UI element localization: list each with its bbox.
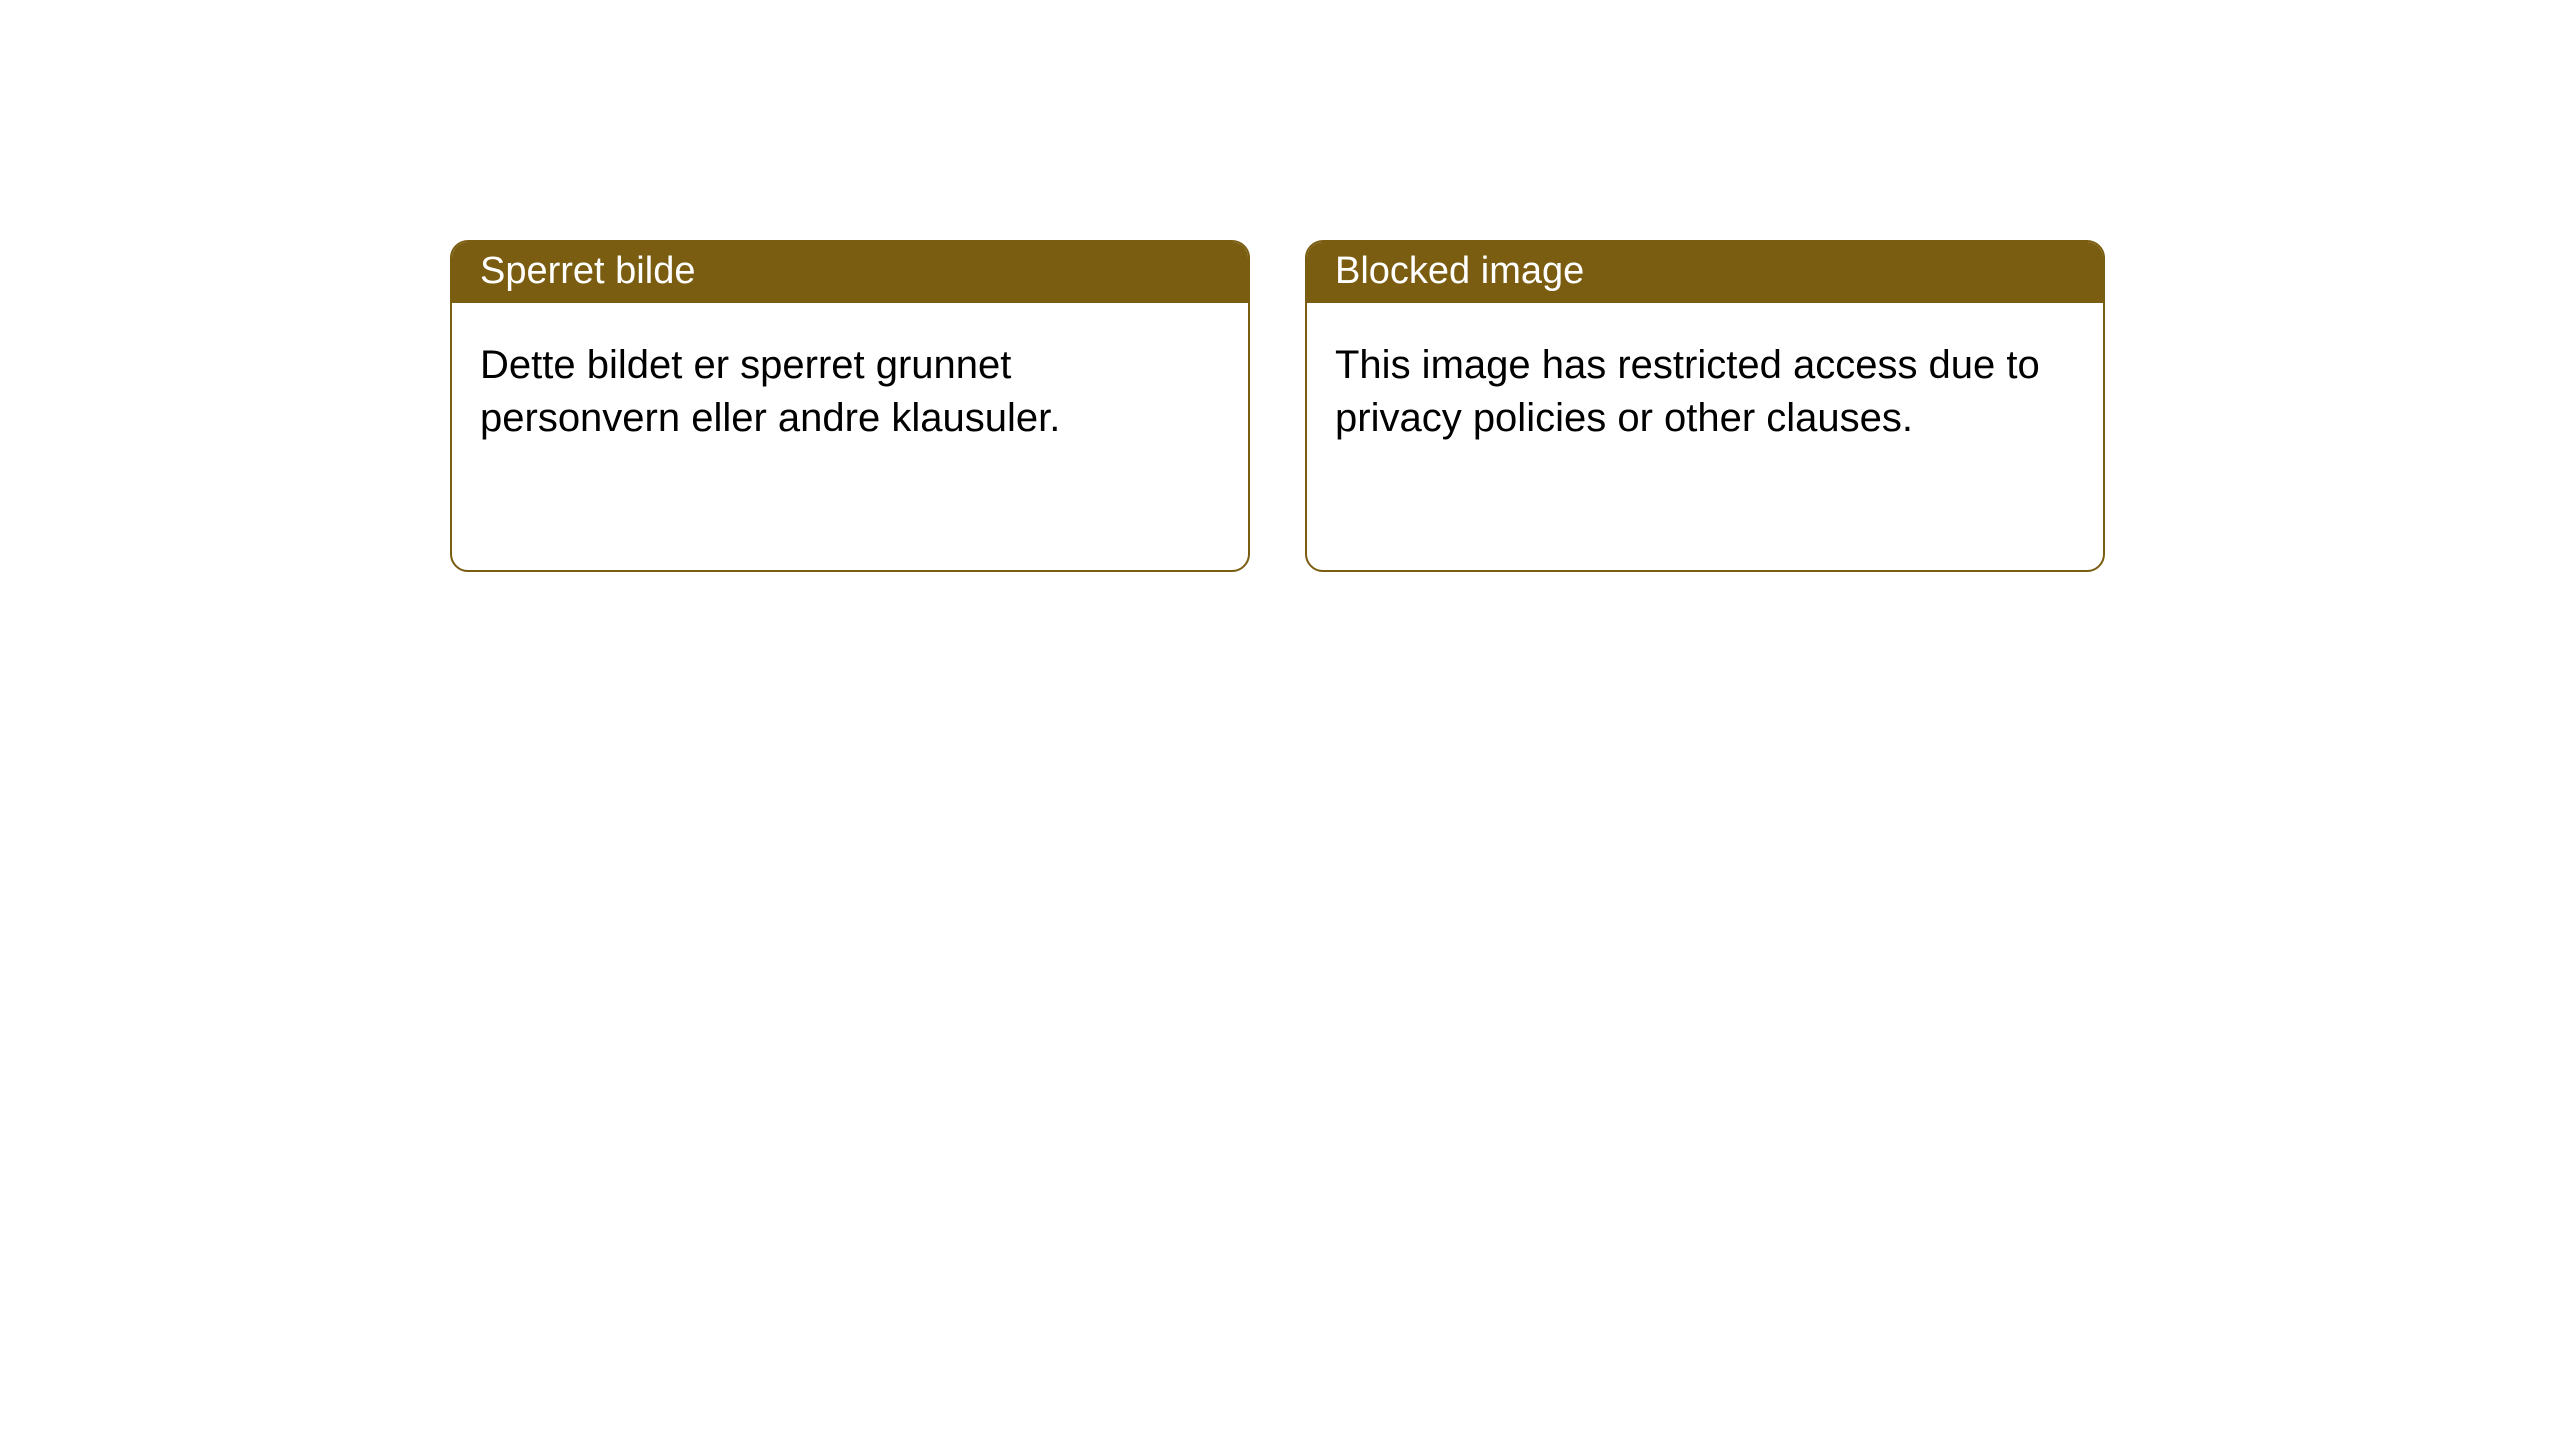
notice-header-english: Blocked image	[1307, 242, 2103, 303]
notice-header-norwegian: Sperret bilde	[452, 242, 1248, 303]
notice-container: Sperret bilde Dette bildet er sperret gr…	[0, 0, 2560, 572]
notice-body-norwegian: Dette bildet er sperret grunnet personve…	[452, 303, 1248, 481]
notice-card-english: Blocked image This image has restricted …	[1305, 240, 2105, 572]
notice-body-english: This image has restricted access due to …	[1307, 303, 2103, 481]
notice-card-norwegian: Sperret bilde Dette bildet er sperret gr…	[450, 240, 1250, 572]
